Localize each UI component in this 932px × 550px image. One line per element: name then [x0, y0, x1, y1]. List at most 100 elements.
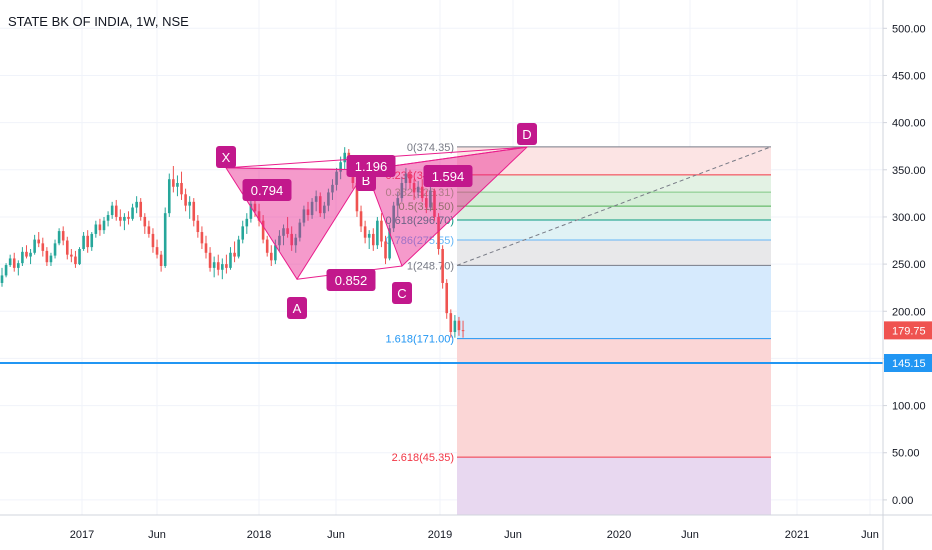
fib-level-label: 0(374.35) — [407, 142, 454, 154]
candle-body — [45, 250, 49, 263]
candle-body — [98, 224, 102, 231]
candle-body — [286, 228, 289, 234]
candle-body — [416, 186, 420, 193]
candle-body — [253, 203, 257, 212]
candle-body — [216, 262, 220, 270]
candle-body — [457, 320, 461, 331]
candle-body — [278, 235, 281, 246]
price-tag-bg — [884, 321, 932, 340]
fib-level-label: 0.786(275.55) — [386, 235, 455, 247]
harmonic-pattern: X A B C D 0.794 0.852 1.196 1.594 — [216, 123, 537, 319]
candle-body — [461, 330, 465, 332]
candle-body — [25, 251, 28, 257]
candle-body — [367, 233, 371, 238]
candle-body — [323, 205, 326, 214]
candle-body — [208, 252, 212, 268]
candle-body — [274, 245, 277, 261]
candle-body — [335, 171, 338, 185]
candle-body — [392, 205, 395, 229]
candle-body — [359, 211, 363, 227]
point-label-b: B — [362, 173, 371, 188]
candle-body — [453, 320, 457, 333]
fib-zone — [457, 220, 771, 241]
candle-body — [192, 201, 196, 221]
candle-body — [143, 216, 147, 227]
candle-body — [139, 201, 143, 217]
candle-body — [127, 216, 130, 219]
pattern-ratio: 0.852 — [335, 273, 368, 288]
candle-body — [123, 216, 126, 221]
candle-body — [151, 233, 155, 248]
candle-body — [53, 243, 57, 256]
candle-body — [331, 184, 334, 193]
candle-body — [229, 252, 232, 268]
candle-body — [363, 226, 367, 238]
candle-body — [12, 258, 16, 268]
candle-body — [380, 220, 383, 242]
point-label-a-bg — [287, 297, 307, 319]
candle-body — [90, 233, 94, 248]
point-label-c: C — [397, 286, 406, 301]
x-tick-label: Jun — [861, 529, 879, 541]
candle-body — [314, 196, 318, 202]
candle-body — [17, 263, 20, 268]
fib-level-label: 2.618(45.35) — [392, 452, 454, 464]
candle-body — [298, 222, 302, 238]
candle-body — [425, 198, 428, 208]
candle-body — [257, 211, 261, 221]
candle-body — [167, 179, 171, 214]
candle-body — [233, 252, 236, 257]
candle-body — [135, 201, 138, 208]
candle-body — [4, 265, 8, 276]
candle-body — [318, 196, 322, 214]
y-tick-label: 350.00 — [892, 165, 926, 177]
candle-body — [302, 209, 306, 223]
y-tick-label: 500.00 — [892, 23, 926, 35]
y-tick-label: 100.00 — [892, 401, 926, 413]
y-tick-label: 250.00 — [892, 259, 926, 271]
candle-body — [265, 239, 269, 253]
x-tick-label: Jun — [327, 529, 345, 541]
candle-body — [176, 182, 179, 187]
candle-body — [70, 254, 73, 257]
fib-zone — [457, 240, 771, 266]
pattern-ratio-bg — [242, 179, 292, 201]
candle-body — [172, 179, 175, 187]
candle-body — [131, 207, 134, 219]
candle-body — [429, 190, 432, 208]
point-label-x-bg — [216, 146, 236, 168]
candle-body — [33, 239, 36, 253]
candle-body — [163, 213, 167, 266]
candle-body — [102, 220, 106, 231]
candle-body — [57, 231, 61, 244]
candle-body — [441, 249, 444, 283]
x-tick-label: 2020 — [607, 529, 631, 541]
candle-body — [212, 262, 216, 268]
candle-body — [106, 215, 110, 221]
fib-zone — [457, 265, 771, 339]
pattern-ratio: 1.594 — [432, 169, 465, 184]
x-tick-label: Jun — [148, 529, 166, 541]
x-tick-label: 2017 — [70, 529, 94, 541]
fib-zone — [457, 174, 771, 193]
candle-body — [94, 224, 98, 234]
candle-body — [196, 220, 200, 233]
candle-body — [237, 239, 240, 257]
pattern-ratio: 0.794 — [251, 183, 284, 198]
y-tick-label: 200.00 — [892, 306, 926, 318]
price-tag-bg — [884, 353, 932, 372]
chart-title: STATE BK OF INDIA, 1W, NSE — [8, 14, 189, 29]
candle-body — [388, 228, 391, 259]
candle-body — [159, 254, 163, 266]
pattern-ratio-bg — [423, 165, 473, 187]
x-tick-label: 2019 — [428, 529, 452, 541]
candle-body — [21, 251, 24, 264]
candle-body — [282, 228, 285, 236]
candle-body — [241, 226, 245, 240]
candle-body — [449, 313, 453, 333]
pattern-ratio-bg — [326, 269, 376, 291]
candle-body — [355, 182, 359, 212]
candle-body — [396, 198, 400, 206]
point-label-d: D — [522, 127, 531, 142]
